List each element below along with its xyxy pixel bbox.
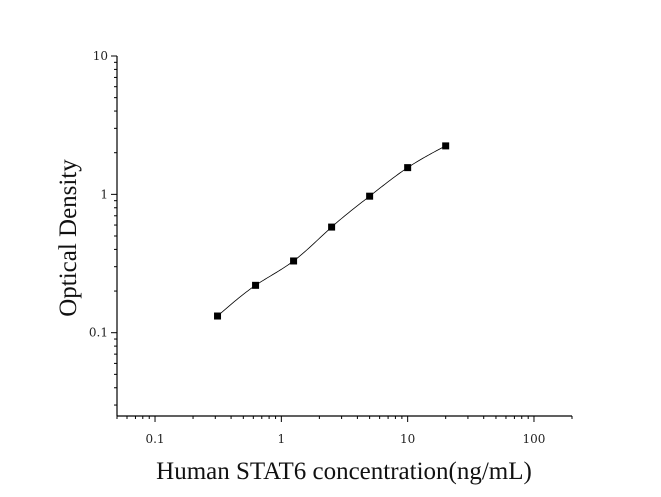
data-point [328,223,336,231]
data-point [290,257,298,265]
x-tick-labels: 0.1 1 10 100 [145,432,545,446]
plot-area: 0.1 1 10 100 0.1 1 10 [89,49,573,446]
y-axis-ticks [111,55,117,406]
y-tick-label: 1 [100,187,108,201]
x-axis-title: Human STAT6 concentration(ng/mL) [156,458,532,485]
y-tick-label: 0.1 [89,326,108,340]
data-point [214,312,222,320]
x-tick-label: 0.1 [145,432,164,446]
fit-curve [217,145,446,317]
data-point [252,281,260,289]
y-tick-labels: 0.1 1 10 [89,49,108,340]
y-tick-label: 10 [93,49,108,63]
x-tick-label: 10 [400,432,415,446]
x-axis-ticks [116,416,573,422]
data-point [404,164,412,172]
x-tick-label: 100 [523,432,546,446]
data-point [442,142,450,150]
data-point [366,192,374,200]
x-tick-label: 1 [278,432,286,446]
y-axis-title: Optical Density [55,159,82,317]
data-points [214,142,450,320]
